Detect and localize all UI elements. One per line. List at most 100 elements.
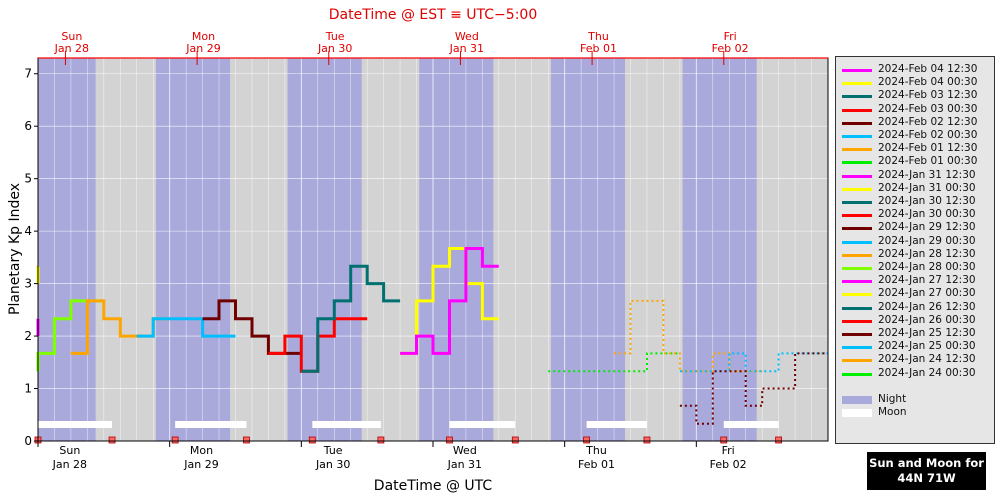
legend-swatch <box>842 227 872 231</box>
legend-swatch <box>842 69 872 72</box>
moon-event-marker <box>108 436 116 444</box>
legend-swatch <box>842 240 872 244</box>
bottom-axis-day: Sun <box>59 444 80 457</box>
legend-label: 2024-Jan 26 12:30 <box>878 300 976 313</box>
y-tick-label: 5 <box>24 172 32 186</box>
legend-label: Night <box>878 393 907 405</box>
legend-label: 2024-Jan 24 00:30 <box>878 366 976 379</box>
x-axis-label: DateTime @ UTC <box>374 478 493 494</box>
bottom-axis-date: Jan 28 <box>52 458 87 471</box>
legend-label: 2024-Jan 27 12:30 <box>878 274 976 287</box>
bottom-axis-date: Feb 01 <box>578 458 615 471</box>
moon-event-marker <box>308 436 316 444</box>
bottom-axis-date: Jan 30 <box>315 458 350 471</box>
legend-label: 2024-Jan 26 00:30 <box>878 313 976 326</box>
moon-bar <box>586 421 647 428</box>
moon-bar <box>312 421 381 428</box>
top-axis-day: Wed <box>455 30 479 43</box>
bottom-axis-day: Mon <box>190 444 213 457</box>
legend-swatch <box>842 267 872 270</box>
legend-label: 2024-Jan 25 00:30 <box>878 340 976 353</box>
moon-event-marker <box>377 436 385 444</box>
y-tick-label: 3 <box>24 277 32 291</box>
series-line <box>136 317 236 338</box>
legend-label: 2024-Jan 27 00:30 <box>878 287 976 300</box>
night-band <box>550 58 626 441</box>
legend-label: 2024-Feb 01 12:30 <box>878 142 978 155</box>
legend-label: 2024-Feb 04 00:30 <box>878 76 978 89</box>
moon-event-marker <box>446 436 453 444</box>
bottom-axis-day: Wed <box>453 444 477 457</box>
legend-label: 2024-Jan 30 00:30 <box>878 208 976 221</box>
legend-swatch <box>842 148 872 152</box>
top-axis-day: Sun <box>61 30 82 43</box>
y-tick-label: 6 <box>24 119 32 133</box>
legend-label: 2024-Jan 29 12:30 <box>878 221 976 234</box>
top-axis-date: Jan 31 <box>449 42 484 55</box>
series-line <box>400 247 499 355</box>
legend-swatch <box>842 121 872 125</box>
legend-swatch <box>842 372 872 376</box>
legend-swatch <box>842 174 872 178</box>
y-tick-label: 7 <box>24 67 32 81</box>
legend-label: 2024-Jan 25 12:30 <box>878 327 976 339</box>
moon-event-marker <box>643 436 651 444</box>
top-axis-date: Feb 02 <box>712 42 749 55</box>
top-axis-day: Fri <box>724 30 737 43</box>
legend-swatch <box>842 333 872 336</box>
night-band <box>682 58 757 441</box>
moon-bar <box>38 421 113 428</box>
bottom-axis-date: Feb 02 <box>710 458 747 471</box>
top-axis-day: Mon <box>192 30 215 43</box>
top-axis-date: Jan 29 <box>185 42 220 55</box>
legend: 2024-Feb 04 12:30 2024-Feb 04 00:30 2024-F… <box>835 56 995 444</box>
sun-moon-box: Sun and Moon for 44N 71W <box>867 452 986 490</box>
legend-label: 2024-Feb 01 00:30 <box>878 155 978 168</box>
legend-label: Moon <box>878 406 907 419</box>
legend-label: 2024-Jan 24 12:30 <box>878 353 976 366</box>
night-band <box>287 58 362 441</box>
moon-event-marker <box>775 436 783 444</box>
chart-title: DateTime @ EST ≡ UTC−5:00 <box>329 7 537 23</box>
series-line <box>679 352 828 425</box>
legend-swatch <box>842 201 872 204</box>
sun-moon-location: 44N 71W <box>897 471 956 485</box>
top-axis-day: Thu <box>587 30 609 43</box>
legend-swatch <box>842 319 872 323</box>
y-axis: 0 1 2 3 4 5 6 7 <box>24 67 38 448</box>
top-axis-date: Feb 01 <box>580 42 617 55</box>
legend-label: 2024-Feb 04 12:30 <box>878 63 978 75</box>
legend-swatch <box>842 135 872 138</box>
legend-label: 2024-Jan 30 12:30 <box>878 195 976 207</box>
bottom-axis-day: Thu <box>585 444 607 457</box>
bottom-axis-day: Fri <box>722 444 735 457</box>
series-line <box>679 352 828 373</box>
legend-label: 2024-Feb 03 00:30 <box>878 102 978 115</box>
bottom-axis-date: Jan 29 <box>183 458 218 471</box>
moon-bar <box>175 421 247 428</box>
night-band <box>155 58 231 441</box>
night-band <box>38 58 96 441</box>
moon-event-marker <box>583 436 591 444</box>
bottom-axis-day: Tue <box>323 444 343 457</box>
y-axis-label: Planetary Kp Index <box>7 183 23 315</box>
top-axis-day: Tue <box>325 30 345 43</box>
legend-label: 2024-Jan 31 00:30 <box>878 181 976 194</box>
bottom-axis-date: Jan 31 <box>447 458 482 471</box>
series-line <box>400 247 499 355</box>
legend-label: 2024-Feb 02 12:30 <box>878 115 978 128</box>
top-axis-date: Jan 28 <box>54 42 89 55</box>
sun-moon-title: Sun and Moon for <box>869 456 984 470</box>
y-tick-label: 0 <box>24 434 32 448</box>
legend-label: 2024-Jan 28 00:30 <box>878 261 976 273</box>
moon-event-marker <box>171 436 179 444</box>
series-line <box>36 299 104 372</box>
legend-swatch <box>842 280 872 284</box>
moon-event-marker <box>511 436 519 444</box>
moon-bars <box>34 421 783 444</box>
legend-swatch <box>842 214 872 218</box>
legend-swatch <box>842 108 872 112</box>
